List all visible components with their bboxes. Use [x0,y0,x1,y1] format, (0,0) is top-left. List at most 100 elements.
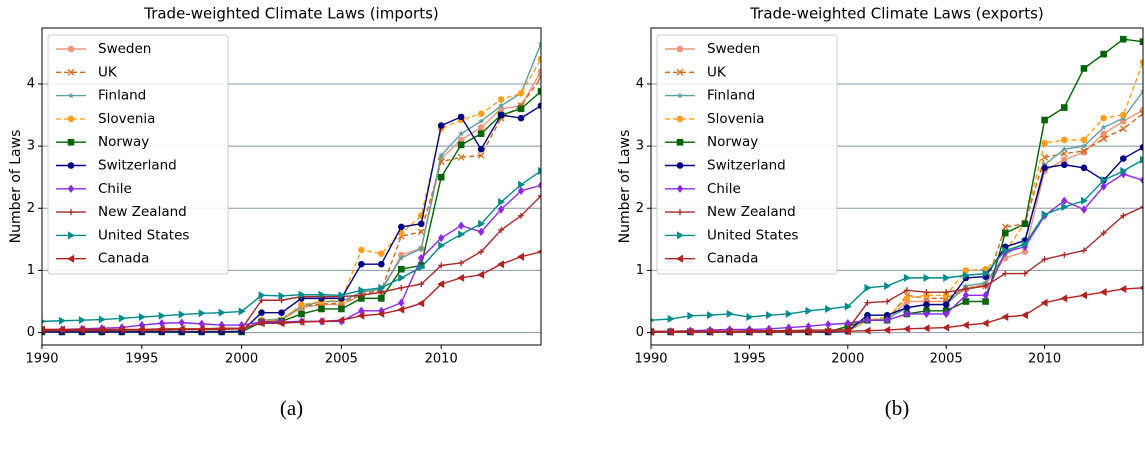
marker [518,180,526,189]
legend-label: New Zealand [98,204,187,220]
marker [68,231,75,240]
marker [1080,196,1088,205]
marker [178,310,186,319]
y-tick-label: 1 [636,263,644,278]
legend-label: New Zealand [707,204,796,220]
panel: Trade-weighted Climate Laws (imports) Num… [8,5,542,420]
marker [1041,153,1049,161]
marker [864,283,872,292]
marker [1001,223,1009,231]
marker [1061,196,1068,205]
caption: (b) [885,396,910,420]
marker [651,317,655,323]
marker [438,152,445,159]
y-tick-label: 2 [636,201,644,216]
marker [785,309,793,318]
marker [477,151,485,159]
marker [477,270,485,279]
marker [177,324,185,333]
marker [58,316,66,325]
marker [477,130,485,137]
marker [1139,176,1143,185]
series-line [42,184,541,331]
marker [923,301,930,308]
marker [517,89,525,97]
marker [922,324,930,333]
x-tick-label: 1995 [125,352,158,367]
marker [397,223,405,231]
marker [863,326,871,335]
marker [138,313,146,322]
legend-label: Sweden [707,41,760,57]
series-line [651,159,1143,321]
marker [1001,229,1009,237]
marker [397,229,405,237]
marker [67,254,74,263]
marker [537,55,541,63]
y-tick-label: 4 [636,76,644,91]
marker [1060,136,1068,144]
marker [1080,147,1088,155]
marker [686,327,694,336]
marker [517,114,525,122]
marker [398,298,405,307]
x-tick-label: 2000 [225,352,258,367]
marker [1120,111,1127,119]
marker [805,306,813,315]
marker [746,313,754,322]
legend-label: Slovenia [98,111,155,127]
marker [676,138,684,146]
marker [1139,58,1143,66]
marker [478,248,485,255]
marker [457,153,465,161]
marker [457,141,465,149]
marker [676,254,683,263]
marker [687,311,695,320]
marker [825,304,833,313]
marker [1041,161,1048,168]
marker [298,290,306,299]
marker [497,260,505,269]
marker [1139,38,1143,45]
marker [824,327,832,336]
marker [67,184,75,193]
marker [158,319,165,328]
marker [1061,203,1069,212]
marker [843,327,851,336]
marker [498,198,506,207]
x-tick-label: 1995 [733,352,766,367]
marker [1060,294,1068,303]
marker [805,322,812,331]
marker [1060,161,1068,169]
marker [707,311,715,320]
marker [677,209,683,216]
marker [398,284,405,291]
marker [884,298,891,305]
marker [844,302,852,311]
marker [417,228,425,236]
marker [1041,139,1048,147]
marker [943,289,950,296]
marker [497,102,505,109]
marker [804,327,812,336]
marker [942,291,950,299]
marker [883,326,891,335]
marker [42,325,45,334]
legend-label: United States [98,227,189,243]
marker [676,92,684,99]
marker [1061,251,1068,258]
marker [1140,155,1143,164]
marker [1100,50,1107,58]
marker [257,319,265,328]
marker [766,311,774,320]
marker [1021,240,1029,249]
marker [962,271,970,280]
marker [765,327,773,336]
marker [67,162,75,169]
x-tick-label: 1990 [634,352,667,367]
axes-frame [41,27,542,346]
legend-label: Finland [98,88,146,104]
marker [458,230,466,239]
marker [883,311,891,319]
